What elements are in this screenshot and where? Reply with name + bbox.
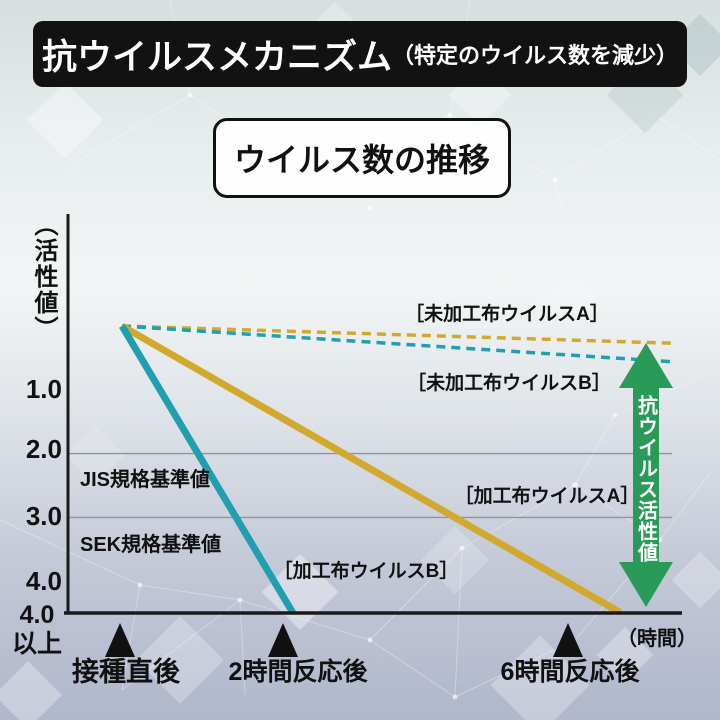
series-lines [118, 322, 673, 616]
series-label-treated-virus-b: ［加工布ウイルスB］ [273, 561, 459, 582]
y-tick-3: 3.0 [25, 501, 62, 531]
y-tick-1: 1.0 [25, 374, 62, 404]
antiviral-activity-arrow [619, 343, 673, 607]
x-label-inoculation: 接種直後 [72, 657, 180, 687]
page-subtitle: （特定のウイルス数を減少） [392, 43, 679, 68]
series-label-untreated-virus-a: ［未加工布ウイルスA］ [405, 304, 609, 325]
page-title: 抗ウイルスメカニズム [41, 37, 392, 77]
series-label-treated-virus-a: ［加工布ウイルスA］ [454, 486, 640, 507]
x-label-2h: 2時間反応後 [228, 658, 368, 686]
x-tick-marker [105, 623, 135, 657]
chart-title: ウイルス数の推移 [233, 142, 490, 178]
series-line-未加工布ウイルスA [121, 324, 673, 345]
antiviral-activity-arrow-label: 抗ウイルス活性値 [634, 395, 657, 563]
series-line-加工布ウイルスA [120, 322, 622, 616]
reference-gridlines [69, 452, 672, 519]
y-tick-2: 2.0 [25, 434, 62, 464]
y-axis-title: （活性値） [30, 212, 57, 342]
x-tick-marker [268, 623, 298, 657]
series-line-加工布ウイルスB [118, 324, 297, 615]
sek-standard-label: SEK規格基準値 [80, 534, 222, 556]
plexus-dots [137, 92, 663, 700]
jis-standard-label: JIS規格基準値 [80, 469, 211, 491]
x-axis-unit: （時間） [617, 628, 697, 650]
y-tick-4: 4.0 [25, 566, 62, 596]
y-tick-overflow: 4.0以上 [11, 601, 62, 658]
series-line-未加工布ウイルスB [121, 324, 673, 364]
header-banner: 抗ウイルスメカニズム （特定のウイルス数を減少） [33, 21, 687, 87]
x-label-6h: 6時間反応後 [500, 658, 640, 686]
chart-title-box: ウイルス数の推移 [213, 118, 511, 198]
series-label-untreated-virus-b: ［未加工布ウイルスB］ [407, 373, 611, 394]
x-tick-marker [553, 623, 583, 657]
